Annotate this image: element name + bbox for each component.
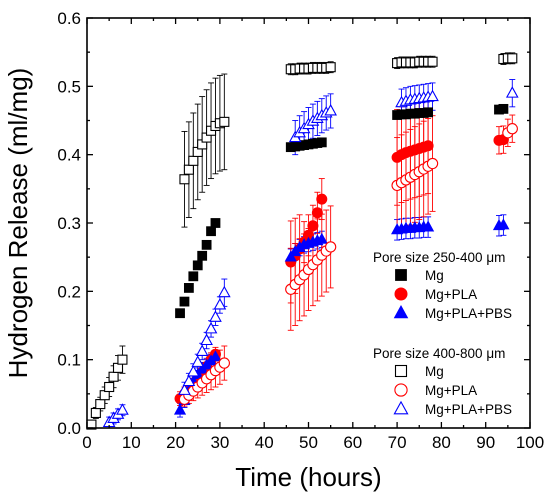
data-point <box>175 308 185 319</box>
data-point <box>90 407 101 419</box>
legend-label: Mg+PLA <box>425 383 477 398</box>
data-point <box>201 239 212 250</box>
legend-title: Pore size 400-800 μm <box>373 346 505 361</box>
series-3 <box>86 53 518 430</box>
data-point <box>209 310 222 322</box>
data-point <box>192 260 203 271</box>
series-5 <box>102 86 519 428</box>
data-point <box>422 220 435 232</box>
x-tick-label: 50 <box>299 433 318 452</box>
data-point <box>307 220 319 232</box>
data-point <box>422 140 434 152</box>
x-tick-label: 80 <box>432 433 451 452</box>
x-tick-label: 0 <box>82 433 91 452</box>
data-point <box>506 123 518 135</box>
data-point <box>426 89 439 102</box>
data-point <box>210 218 221 228</box>
data-point <box>316 137 327 148</box>
data-point <box>423 107 434 118</box>
data-point <box>197 250 208 261</box>
legend-label: Mg <box>425 268 444 283</box>
y-axis-title: Hydrogen Release (ml/mg) <box>3 68 33 379</box>
legend-label: Mg+PLA+PBS <box>425 402 512 417</box>
data-point <box>183 164 194 175</box>
legend-marker <box>394 364 408 378</box>
legend-marker <box>393 305 409 319</box>
data-point <box>218 285 231 298</box>
legend-label: Mg+PLA+PBS <box>425 306 512 321</box>
data-point <box>95 399 106 410</box>
x-tick-label: 40 <box>255 433 274 452</box>
y-tick-label: 0.2 <box>57 282 81 301</box>
legend-marker <box>394 287 408 301</box>
data-markers <box>86 53 519 430</box>
legend: Pore size 250-400 μm Mg Mg+PLA Mg+PLA+PBS Po… <box>373 250 512 417</box>
data-point <box>324 241 337 253</box>
legend-marker <box>394 383 408 397</box>
data-point <box>324 103 337 116</box>
data-point <box>213 297 227 310</box>
axis-ticks: 0 10 20 30 40 50 60 70 80 90 100 0.0 0.1 0.2 0.3 0.4 0.5… <box>57 9 544 452</box>
data-point <box>179 296 190 307</box>
data-point <box>173 403 187 415</box>
data-point <box>200 333 213 346</box>
legend-label: Mg+PLA <box>425 287 477 302</box>
x-tick-label: 100 <box>516 433 544 452</box>
data-point <box>179 174 190 185</box>
data-point <box>186 364 200 377</box>
data-point <box>116 403 129 415</box>
data-point <box>325 62 336 73</box>
data-point <box>316 193 328 205</box>
data-point <box>219 116 230 127</box>
data-point <box>195 344 209 356</box>
data-point <box>99 390 110 401</box>
legend-marker <box>395 269 407 281</box>
data-point <box>204 321 218 334</box>
x-tick-label: 30 <box>210 433 229 452</box>
data-point <box>178 383 191 395</box>
y-tick-label: 0.1 <box>57 351 81 370</box>
data-point <box>427 56 438 67</box>
x-tick-label: 10 <box>122 433 141 452</box>
series-4 <box>178 123 518 405</box>
data-point <box>117 354 128 365</box>
x-tick-label: 90 <box>476 433 495 452</box>
data-point <box>182 374 196 387</box>
data-point <box>507 53 518 64</box>
legend-label: Mg <box>425 364 444 379</box>
data-point <box>188 155 199 166</box>
legend-marker <box>393 400 409 415</box>
series-0 <box>175 103 509 319</box>
y-tick-label: 0.6 <box>57 9 81 28</box>
legend-title: Pore size 250-400 μm <box>373 250 505 265</box>
data-point <box>426 157 439 170</box>
y-tick-label: 0.0 <box>57 419 81 438</box>
y-tick-label: 0.5 <box>57 77 81 96</box>
y-tick-label: 0.4 <box>57 146 81 165</box>
data-point <box>315 232 328 244</box>
data-point <box>311 207 323 219</box>
data-point <box>498 103 509 114</box>
data-point <box>108 371 119 382</box>
data-point <box>112 362 124 373</box>
data-point <box>497 218 510 230</box>
data-point <box>206 226 216 237</box>
x-tick-label: 60 <box>343 433 362 452</box>
y-tick-label: 0.3 <box>57 214 81 233</box>
data-point <box>191 355 205 367</box>
data-point <box>104 381 115 393</box>
x-tick-label: 20 <box>166 433 185 452</box>
data-point <box>188 271 199 282</box>
data-point <box>183 283 194 293</box>
x-axis-title: Time (hours) <box>235 462 381 492</box>
data-point <box>209 350 222 362</box>
data-point <box>505 86 519 98</box>
data-point <box>218 357 230 369</box>
data-point <box>284 250 297 262</box>
x-tick-label: 70 <box>388 433 407 452</box>
